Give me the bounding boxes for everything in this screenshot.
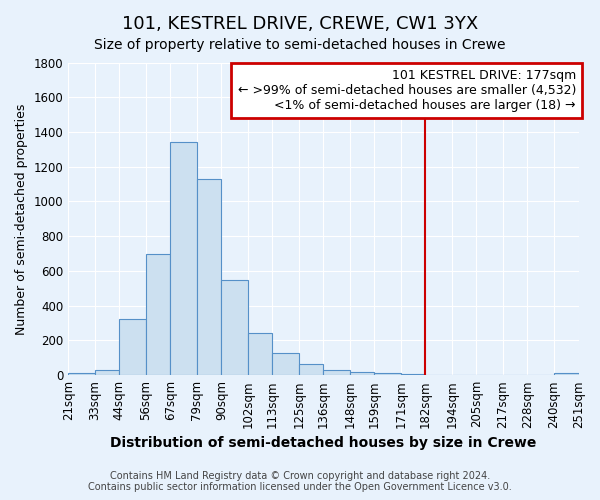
Bar — [323, 370, 350, 375]
Bar — [119, 318, 146, 375]
Y-axis label: Number of semi-detached properties: Number of semi-detached properties — [15, 103, 28, 334]
Text: Contains HM Land Registry data © Crown copyright and database right 2024.
Contai: Contains HM Land Registry data © Crown c… — [88, 471, 512, 492]
Text: 101 KESTREL DRIVE: 177sqm
← >99% of semi-detached houses are smaller (4,532)
<1%: 101 KESTREL DRIVE: 177sqm ← >99% of semi… — [238, 69, 576, 112]
Bar — [221, 280, 248, 375]
Bar — [68, 374, 95, 375]
Bar — [248, 334, 272, 375]
Bar — [299, 364, 323, 375]
Bar — [197, 179, 221, 375]
Bar — [350, 372, 374, 375]
Text: 101, KESTREL DRIVE, CREWE, CW1 3YX: 101, KESTREL DRIVE, CREWE, CW1 3YX — [122, 15, 478, 33]
Bar — [554, 372, 578, 375]
Text: Size of property relative to semi-detached houses in Crewe: Size of property relative to semi-detach… — [94, 38, 506, 52]
Bar — [374, 372, 401, 375]
Bar — [272, 354, 299, 375]
Bar — [401, 374, 425, 375]
Bar — [146, 254, 170, 375]
Bar — [95, 370, 119, 375]
X-axis label: Distribution of semi-detached houses by size in Crewe: Distribution of semi-detached houses by … — [110, 436, 536, 450]
Bar — [170, 142, 197, 375]
